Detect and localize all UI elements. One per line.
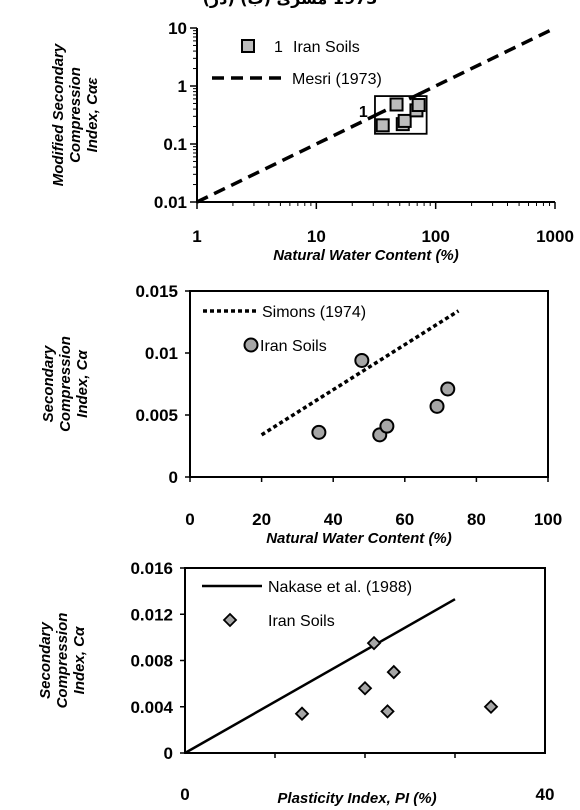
iran-soils-point [380,704,395,719]
legend: Nakase et al. (1988) Iran Soils [202,579,412,630]
chart-3-secondary-compression-vs-plasticity: 0 0.004 0.008 0.012 0.016 0 40 Plasticity Index… [130,559,554,807]
y-tick-label: 0.01 [145,344,178,363]
chart-2-secondary-compression-vs-water-content: 0 0.005 0.01 0.015 0 20 40 60 80 100 Natural Water… [135,282,562,547]
y-tick-label: 1 [178,77,187,96]
legend-prefix: 1 [274,39,283,56]
legend-iran-soils-marker [243,337,259,353]
x-axis-label: Plasticity Index, PI (%) [277,790,436,807]
slope-annotation: 1 [359,104,368,121]
x-tick-label: 1000 [536,227,574,246]
legend-nakase-label: Nakase et al. (1988) [268,579,412,596]
y-axis-label-line: Secondary [37,621,54,698]
iran-soils-point [429,398,445,414]
x-tick-label: 10 [307,227,326,246]
iran-soils-point [366,635,382,651]
y-axis-label-line: Compression [57,336,74,432]
y-axis-label: Modified SecondaryCompressionIndex, Cαε [50,43,101,186]
legend-mesri-label: Mesri (1973) [292,71,382,88]
y-tick-label: 0 [164,744,173,763]
legend-iran-soils-marker [241,39,255,53]
x-axis-label: Natural Water Content (%) [266,530,452,547]
simons-1974-line [260,309,460,437]
y-axis-label-line: Index, Cα [71,626,88,694]
x-tick-label: 100 [534,510,562,529]
x-tick-label: 0 [180,785,189,804]
iran-soils-point [386,664,402,680]
legend-iran-soils-label: Iran Soils [260,338,327,355]
y-tick-label: 0.008 [130,652,173,671]
iran-soils-point [389,97,404,112]
iran-soils-point [375,118,390,133]
x-tick-label: 100 [421,227,449,246]
x-tick-label: 0 [185,510,194,529]
x-tick-label: 1 [192,227,201,246]
legend-simons-label: Simons (1974) [262,304,366,321]
legend-iran-soils-marker [222,612,238,628]
y-axis-label-line: Compression [54,613,71,709]
y-tick-label: 0.015 [135,282,178,301]
y-axis-label-line: Index, Cα [74,349,91,417]
iran-soils-point [311,424,327,440]
x-axis-label: Natural Water Content (%) [273,247,459,264]
y-axis-label-line: Compression [67,67,84,163]
y-axis-label: SecondaryCompressionIndex, Cα [37,613,88,709]
y-tick-label: 0.1 [163,135,187,154]
nakase-1988-line [184,598,456,755]
x-tick-label: 20 [252,510,271,529]
y-tick-label: 10 [168,19,187,38]
x-tick-label: 80 [467,510,486,529]
x-tick-label: 40 [324,510,343,529]
figure-caption: (در) 1973 مسری (ب) [0,0,580,8]
iran-soils-point [483,699,499,715]
iran-soils-point [379,418,395,434]
legend: 1 Iran Soils Mesri (1973) [212,39,382,88]
x-tick-label: 60 [395,510,414,529]
y-tick-label: 0 [169,468,178,487]
y-tick-label: 0.016 [130,559,173,578]
y-tick-label: 0.012 [130,605,173,624]
x-tick-label: 40 [536,785,555,804]
legend-iran-soils-label: Iran Soils [293,39,360,56]
legend: Simons (1974) Iran Soils [203,304,366,355]
y-axis-label-line: Secondary [40,345,57,422]
iran-soils-point [354,352,370,368]
iran-soils-point [357,680,373,696]
y-axis-label-line: Index, Cαε [84,77,101,153]
iran-soils-point [294,706,310,721]
chart-1-modified-secondary-compression: 0.01 0.1 1 10 1 10 100 1000 Natural Water Conten… [154,19,574,264]
y-axis-label: SecondaryCompressionIndex, Cα [40,336,91,432]
y-axis-label-line: Modified Secondary [50,43,67,186]
iran-soils-point [440,381,456,397]
y-tick-label: 0.005 [135,406,178,425]
plot-frame [189,290,549,478]
legend-iran-soils-label: Iran Soils [268,613,335,630]
y-tick-label: 0.004 [130,698,173,717]
y-tick-label: 0.01 [154,193,187,212]
iran-soils-point [411,98,426,113]
iran-soils-point [397,113,412,128]
